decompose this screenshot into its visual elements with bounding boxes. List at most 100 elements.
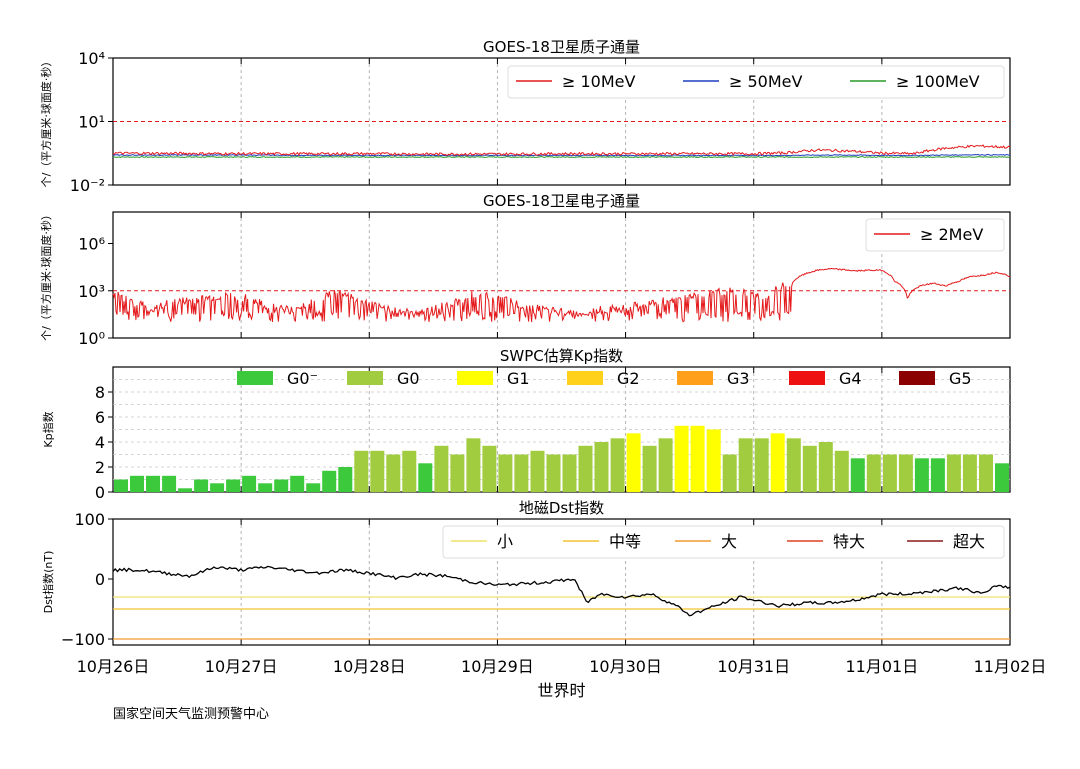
kp-legend-label-3: G1	[507, 369, 530, 388]
kp-legend-swatch-1	[237, 371, 273, 385]
proton-ytick-label: 10⁴	[78, 49, 105, 68]
dst-legend-2-label: 中等	[609, 532, 641, 551]
x-tick-label: 11月01日	[845, 657, 918, 676]
dst-legend-1-label: 小	[497, 532, 513, 551]
x-tick-label: 11月02日	[974, 657, 1047, 676]
kp-legend-label-5: G3	[727, 369, 750, 388]
kp-legend-swatch-3	[457, 371, 493, 385]
kp-bar	[930, 458, 945, 493]
kp-legend-label-1: G0⁻	[287, 369, 318, 388]
kp-bar	[130, 475, 144, 493]
kp-bar	[546, 454, 561, 492]
kp-bar	[738, 438, 753, 493]
kp-bar	[498, 454, 513, 492]
kp-bar	[274, 479, 289, 492]
kp-bar	[786, 438, 801, 493]
kp-bar	[690, 425, 705, 493]
kp-bar	[370, 450, 385, 493]
dst-legend-3-label: 大	[721, 532, 737, 551]
proton-ylabel: 个/（平方厘米·球面度·秒）	[39, 56, 53, 188]
kp-bar	[194, 479, 209, 492]
kp-bar	[914, 458, 929, 493]
kp-bar	[386, 454, 401, 492]
kp-ytick-label: 0	[95, 483, 105, 502]
kp-bar	[962, 454, 977, 492]
kp-bar	[354, 450, 369, 493]
kp-legend-label-7: G5	[949, 369, 972, 388]
kp-legend-swatch-4	[567, 371, 603, 385]
x-tick-label: 10月28日	[333, 657, 406, 676]
kp-bar	[418, 463, 433, 493]
dst-legend-5-label: 超大	[953, 532, 985, 551]
proton-chart-title: GOES-18卫星质子通量	[483, 38, 640, 56]
kp-ytick-label: 2	[95, 458, 105, 477]
kp-legend-swatch-7	[899, 371, 935, 385]
kp-bar	[706, 429, 721, 492]
kp-bar	[946, 454, 961, 492]
panel-2-frame	[112, 211, 1011, 339]
kp-bar	[226, 479, 241, 492]
proton-ytick-label: 10⁻²	[70, 176, 105, 195]
proton-series-1-line	[112, 144, 1011, 157]
kp-bar	[482, 445, 497, 493]
kp-bar	[866, 454, 881, 492]
kp-bar	[754, 438, 769, 493]
kp-legend-swatch-5	[677, 371, 713, 385]
kp-bar	[770, 433, 785, 493]
kp-bar	[210, 483, 225, 493]
proton-legend	[507, 65, 1005, 99]
kp-legend-swatch-2	[347, 371, 383, 385]
kp-legend-swatch-6	[789, 371, 825, 385]
proton-legend-box	[507, 65, 1005, 99]
kp-bar	[146, 475, 160, 493]
kp-bar	[658, 438, 673, 493]
kp-bar	[434, 445, 449, 493]
kp-bar	[178, 488, 193, 493]
kp-bar	[594, 442, 609, 492]
x-tick-label: 10月30日	[589, 657, 662, 676]
proton-legend-10mev-label: ≥ 10MeV	[562, 72, 636, 91]
proton-legend-50mev-label: ≥ 50MeV	[729, 72, 803, 91]
proton-series-3-line	[113, 156, 1011, 158]
kp-bar	[338, 467, 353, 492]
electron-series-line	[112, 267, 1011, 323]
kp-legend-label-4: G2	[617, 369, 640, 388]
electron-chart-title: GOES-18卫星电子通量	[483, 192, 640, 210]
kp-bar	[578, 445, 593, 493]
electron-ytick-label: 10³	[78, 282, 105, 301]
kp-bar	[290, 475, 305, 493]
kp-ytick-label: 8	[95, 383, 105, 402]
kp-bar	[322, 470, 337, 493]
dst-ytick-label: 0	[95, 570, 105, 589]
kp-bar	[162, 475, 177, 493]
kp-bar	[450, 454, 465, 492]
dst-chart-title: 地磁Dst指数	[519, 499, 604, 517]
panel-4-frame	[112, 518, 1011, 646]
electron-legend-2mev-label: ≥ 2MeV	[920, 225, 983, 244]
kp-bar	[402, 450, 417, 493]
dst-ytick-label: 100	[74, 510, 105, 529]
dst-series-line	[112, 565, 1011, 617]
x-axis-label: 世界时	[537, 681, 585, 700]
kp-bar	[642, 445, 657, 493]
kp-bar	[995, 463, 1009, 493]
kp-bar	[306, 483, 321, 493]
kp-ytick-label: 6	[95, 408, 105, 427]
electron-legend	[865, 218, 1005, 252]
dst-legend	[442, 525, 1005, 559]
footer-org-name: 国家空间天气监测预警中心	[113, 706, 269, 722]
kp-bar	[514, 454, 529, 492]
kp-legend-label-6: G4	[839, 369, 862, 388]
kp-bar	[898, 454, 913, 492]
kp-bar	[979, 454, 993, 492]
kp-bar	[530, 450, 545, 493]
kp-ytick-label: 4	[95, 433, 105, 452]
electron-legend-box	[865, 218, 1005, 252]
kp-bar	[610, 438, 625, 493]
proton-ytick-label: 10¹	[78, 113, 105, 132]
kp-bar	[562, 454, 577, 492]
kp-bar	[834, 450, 849, 493]
x-tick-label: 10月29日	[461, 657, 534, 676]
kp-bar	[882, 454, 897, 492]
